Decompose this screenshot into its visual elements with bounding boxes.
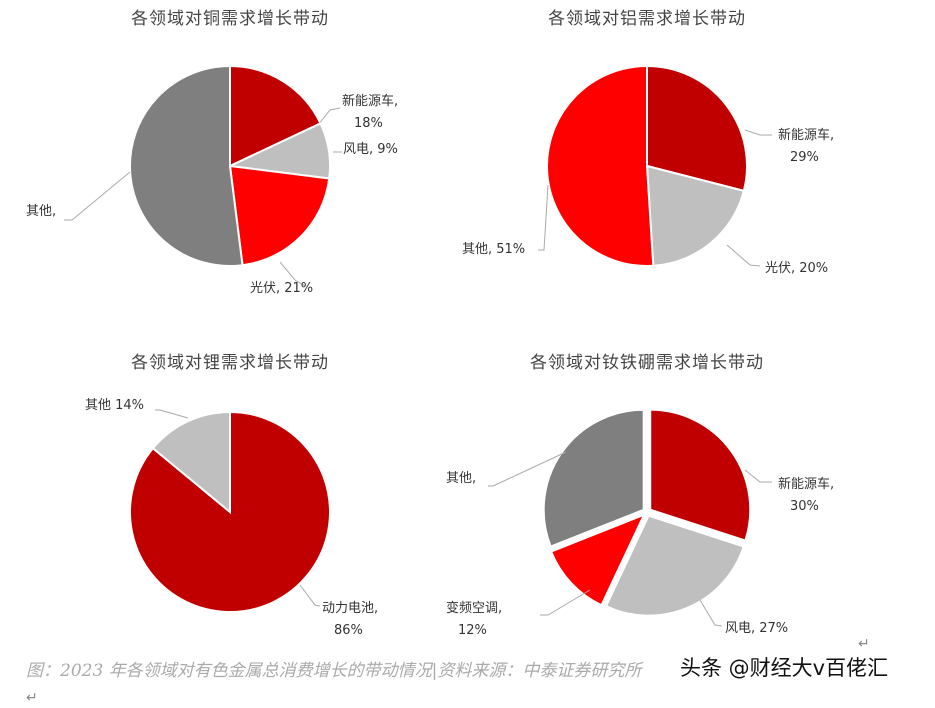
slice-label: 86% (334, 623, 363, 638)
slice-label: 风电, 9% (343, 142, 398, 157)
leader-line (699, 599, 723, 627)
leader-line (299, 584, 321, 607)
slice-label: 12% (458, 623, 487, 638)
pie-slice (649, 408, 752, 542)
leader-line (317, 107, 341, 126)
slice-label: 光伏, 21% (250, 281, 313, 296)
slice-label: 动力电池, (322, 601, 378, 616)
pie-slice (129, 64, 244, 267)
chart-title: 各领域对锂需求增长带动 (131, 353, 329, 373)
slice-label: 30% (790, 499, 819, 514)
leader-line (488, 451, 567, 487)
pie-slice (546, 64, 655, 267)
pie-slice (645, 164, 746, 267)
leader-line (279, 261, 306, 287)
slice-label: 其他, (446, 471, 476, 486)
pie-slice (549, 512, 647, 607)
pie-slice (229, 64, 322, 168)
slice-label: 新能源车, (778, 476, 834, 492)
leader-line (538, 184, 549, 251)
leader-line (64, 171, 131, 221)
pie-slice (604, 514, 745, 617)
slice-label: 新能源车, (342, 93, 398, 109)
slice-label: 新能源车, (778, 127, 834, 143)
slice-label: 光伏, 20% (765, 261, 828, 276)
slice-label: 风电, 27% (725, 621, 788, 636)
leader-line (744, 469, 772, 483)
leader-line (726, 244, 761, 267)
slice-label: 29% (790, 150, 819, 165)
slice-label: 18% (354, 116, 383, 131)
chart-title: 各领域对铝需求增长带动 (548, 9, 746, 29)
pie-slice (151, 410, 231, 515)
return-mark: ↵ (858, 636, 870, 652)
pie-slice (228, 164, 331, 267)
figure-caption: 图：2023 年各领域对有色金属总消费增长的带动情况|资料来源：中泰证券研究所 (26, 661, 642, 681)
chart-title: 各领域对钕铁硼需求增长带动 (530, 353, 764, 373)
slice-label: 其他, (26, 204, 56, 219)
slice-label: 其他 14% (85, 398, 144, 413)
chart-title: 各领域对铜需求增长带动 (131, 9, 329, 29)
watermark: 头条 @财经大v百佬汇 (680, 652, 889, 682)
leader-line (744, 129, 772, 136)
pie-slice (646, 64, 748, 193)
pie-slice (542, 408, 645, 548)
slice-label: 变频空调, (446, 600, 502, 616)
leader-line (540, 589, 591, 616)
leader-line (155, 409, 189, 419)
slice-label: 其他, 51% (462, 242, 525, 257)
return-mark: ↵ (26, 690, 38, 706)
